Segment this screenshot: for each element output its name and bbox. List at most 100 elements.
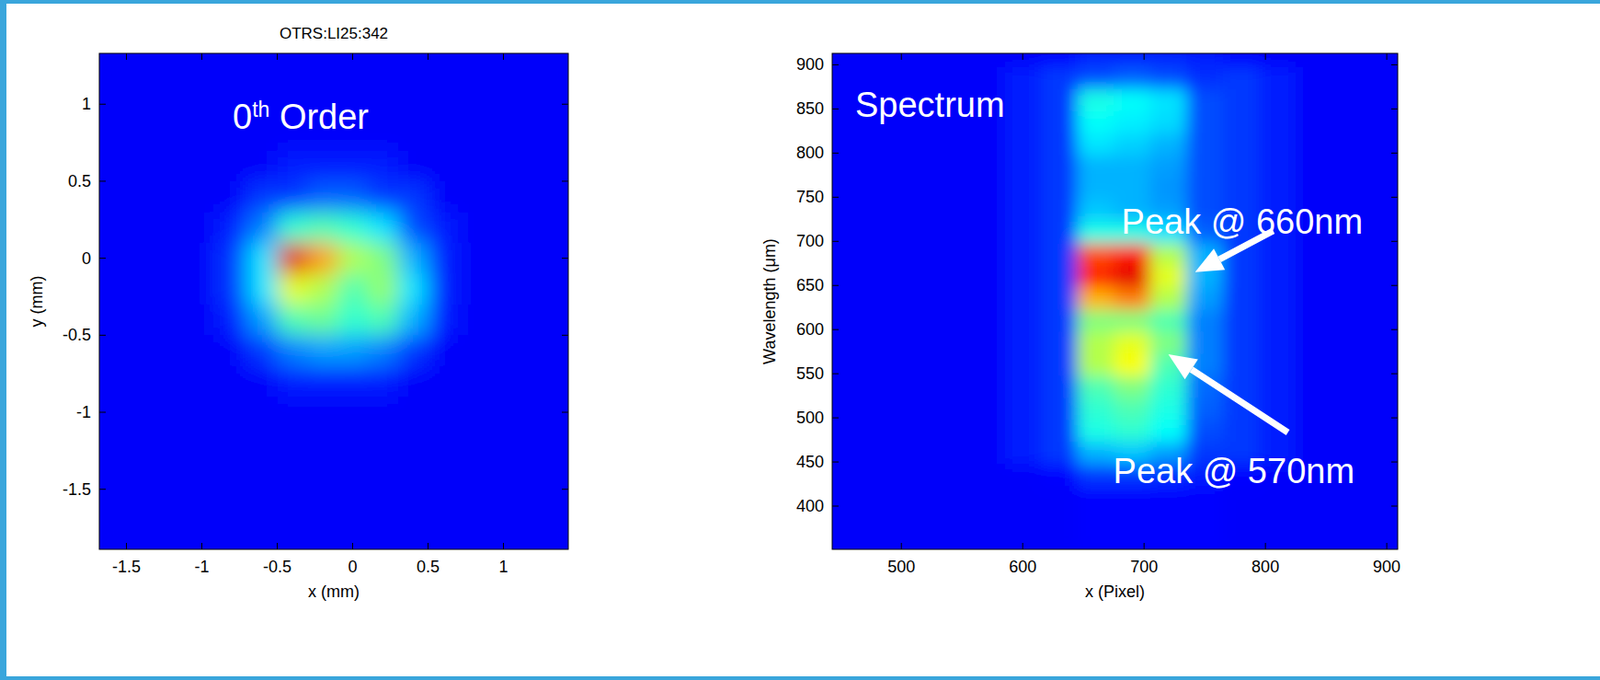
heatmap-cell — [186, 396, 218, 428]
heatmap-cell — [398, 273, 429, 305]
heatmap-cell — [99, 489, 127, 521]
heatmap-cell — [99, 89, 127, 121]
heatmap-cell — [1259, 309, 1297, 333]
heatmap-cell — [99, 304, 127, 336]
heatmap-cell — [968, 507, 1006, 531]
heatmap-cell — [858, 376, 896, 400]
heatmap-cell — [337, 427, 368, 459]
heatmap-cell — [307, 273, 338, 305]
heatmap-cell — [1040, 221, 1078, 245]
heatmap-cell — [931, 133, 969, 157]
heatmap-cell — [186, 119, 218, 151]
heatmap-cell — [1077, 463, 1115, 487]
heatmap-cell — [1077, 354, 1115, 378]
x-tick — [1143, 53, 1145, 60]
y-tick-label: -1 — [76, 402, 92, 422]
heatmap-cell — [1295, 398, 1333, 422]
heatmap-cell — [1077, 133, 1115, 157]
heatmap-cell — [1113, 177, 1151, 201]
heatmap-cell — [548, 119, 569, 151]
heatmap-cell — [337, 57, 368, 90]
heatmap-cell — [832, 155, 860, 179]
y-tick — [832, 152, 839, 154]
heatmap-cell — [398, 211, 429, 243]
heatmap-cell — [1186, 507, 1223, 531]
heatmap-cell — [1150, 133, 1188, 157]
heatmap-cell — [1040, 331, 1078, 355]
heatmap-cell — [367, 119, 399, 151]
heatmap-cell — [277, 457, 309, 490]
heatmap-cell — [186, 181, 218, 213]
heatmap-cell — [277, 427, 309, 459]
heatmap-cell — [398, 457, 429, 490]
heatmap-cell — [1113, 53, 1151, 68]
x-tick — [1386, 542, 1388, 549]
y-tick — [561, 103, 569, 105]
heatmap-cell — [518, 457, 549, 490]
heatmap-cell — [1113, 331, 1151, 355]
heatmap-cell — [1077, 398, 1115, 422]
y-tick — [832, 329, 839, 331]
heatmap-cell — [217, 273, 248, 305]
heatmap-cell — [1077, 331, 1115, 355]
heatmap-cell — [457, 334, 489, 366]
heatmap-cell — [968, 485, 1006, 509]
heatmap-cell — [398, 334, 429, 366]
x-tick-label: 700 — [1130, 557, 1158, 576]
heatmap-cell — [1004, 309, 1041, 333]
heatmap-cell — [156, 181, 187, 213]
heatmap-cell — [1222, 331, 1260, 355]
heatmap-cell — [968, 243, 1006, 267]
heatmap-cell — [126, 396, 158, 428]
heatmap-cell — [427, 396, 458, 428]
heatmap-cell — [186, 365, 218, 398]
heatmap-cell — [99, 181, 127, 213]
heatmap-cell — [1259, 133, 1297, 157]
heatmap-cell — [1368, 485, 1398, 509]
heatmap-cell — [427, 89, 458, 121]
x-tick-label: 500 — [887, 557, 915, 576]
heatmap-cell — [186, 457, 218, 490]
heatmap-cell — [337, 273, 368, 305]
heatmap-cell — [247, 149, 278, 182]
heatmap-cell — [126, 89, 158, 121]
x-tick — [276, 542, 278, 549]
heatmap-cell — [1368, 265, 1398, 289]
y-tick-label: 0 — [81, 249, 92, 268]
heatmap-cell — [337, 489, 368, 521]
heatmap-cell — [1186, 89, 1223, 113]
heatmap-cell — [968, 441, 1006, 465]
heatmap-cell — [307, 489, 338, 521]
heatmap-cell — [156, 211, 187, 243]
y-tick — [561, 180, 569, 182]
heatmap-cell — [1222, 177, 1260, 201]
heatmap-cell — [548, 304, 569, 336]
heatmap-cell — [1004, 67, 1041, 91]
heatmap-cell — [832, 376, 860, 400]
heatmap-cell — [518, 89, 549, 121]
heatmap-cell — [99, 365, 127, 398]
heatmap-cell — [457, 242, 489, 275]
heatmap-cell — [427, 149, 458, 182]
heatmap-cell — [1150, 67, 1188, 91]
heatmap-cell — [1040, 485, 1078, 509]
heatmap-cell — [895, 243, 933, 267]
heatmap-cell — [858, 463, 896, 487]
heatmap-cell — [337, 519, 368, 549]
heatmap-cell — [156, 119, 187, 151]
heatmap-cell — [1113, 419, 1151, 443]
heatmap-cell — [277, 489, 309, 521]
heatmap-cell — [337, 304, 368, 336]
x-tick-label: 1 — [498, 557, 508, 576]
heatmap-cell — [367, 57, 399, 90]
heatmap-cell — [427, 427, 458, 459]
heatmap-cell — [518, 57, 549, 90]
heatmap-cell — [548, 457, 569, 490]
heatmap-cell — [858, 265, 896, 289]
heatmap-cell — [1113, 67, 1151, 91]
heatmap-cell — [968, 354, 1006, 378]
heatmap-cell — [1077, 89, 1115, 113]
heatmap-cell — [427, 273, 458, 305]
heatmap-cell — [247, 242, 278, 275]
y-tick — [99, 180, 106, 182]
